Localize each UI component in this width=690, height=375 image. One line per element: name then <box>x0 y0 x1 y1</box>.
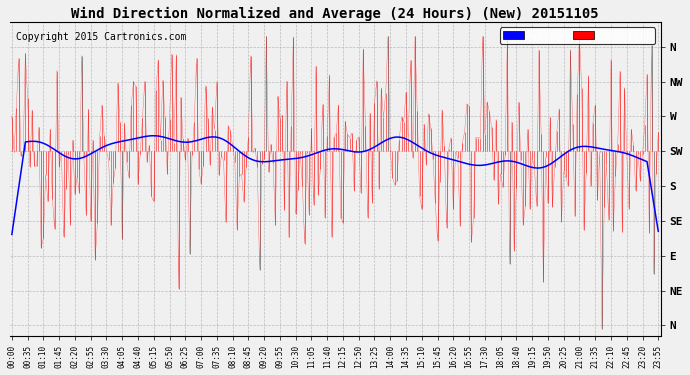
Title: Wind Direction Normalized and Average (24 Hours) (New) 20151105: Wind Direction Normalized and Average (2… <box>71 7 599 21</box>
Text: Copyright 2015 Cartronics.com: Copyright 2015 Cartronics.com <box>16 32 186 42</box>
Legend: Average, Direction: Average, Direction <box>500 27 656 44</box>
